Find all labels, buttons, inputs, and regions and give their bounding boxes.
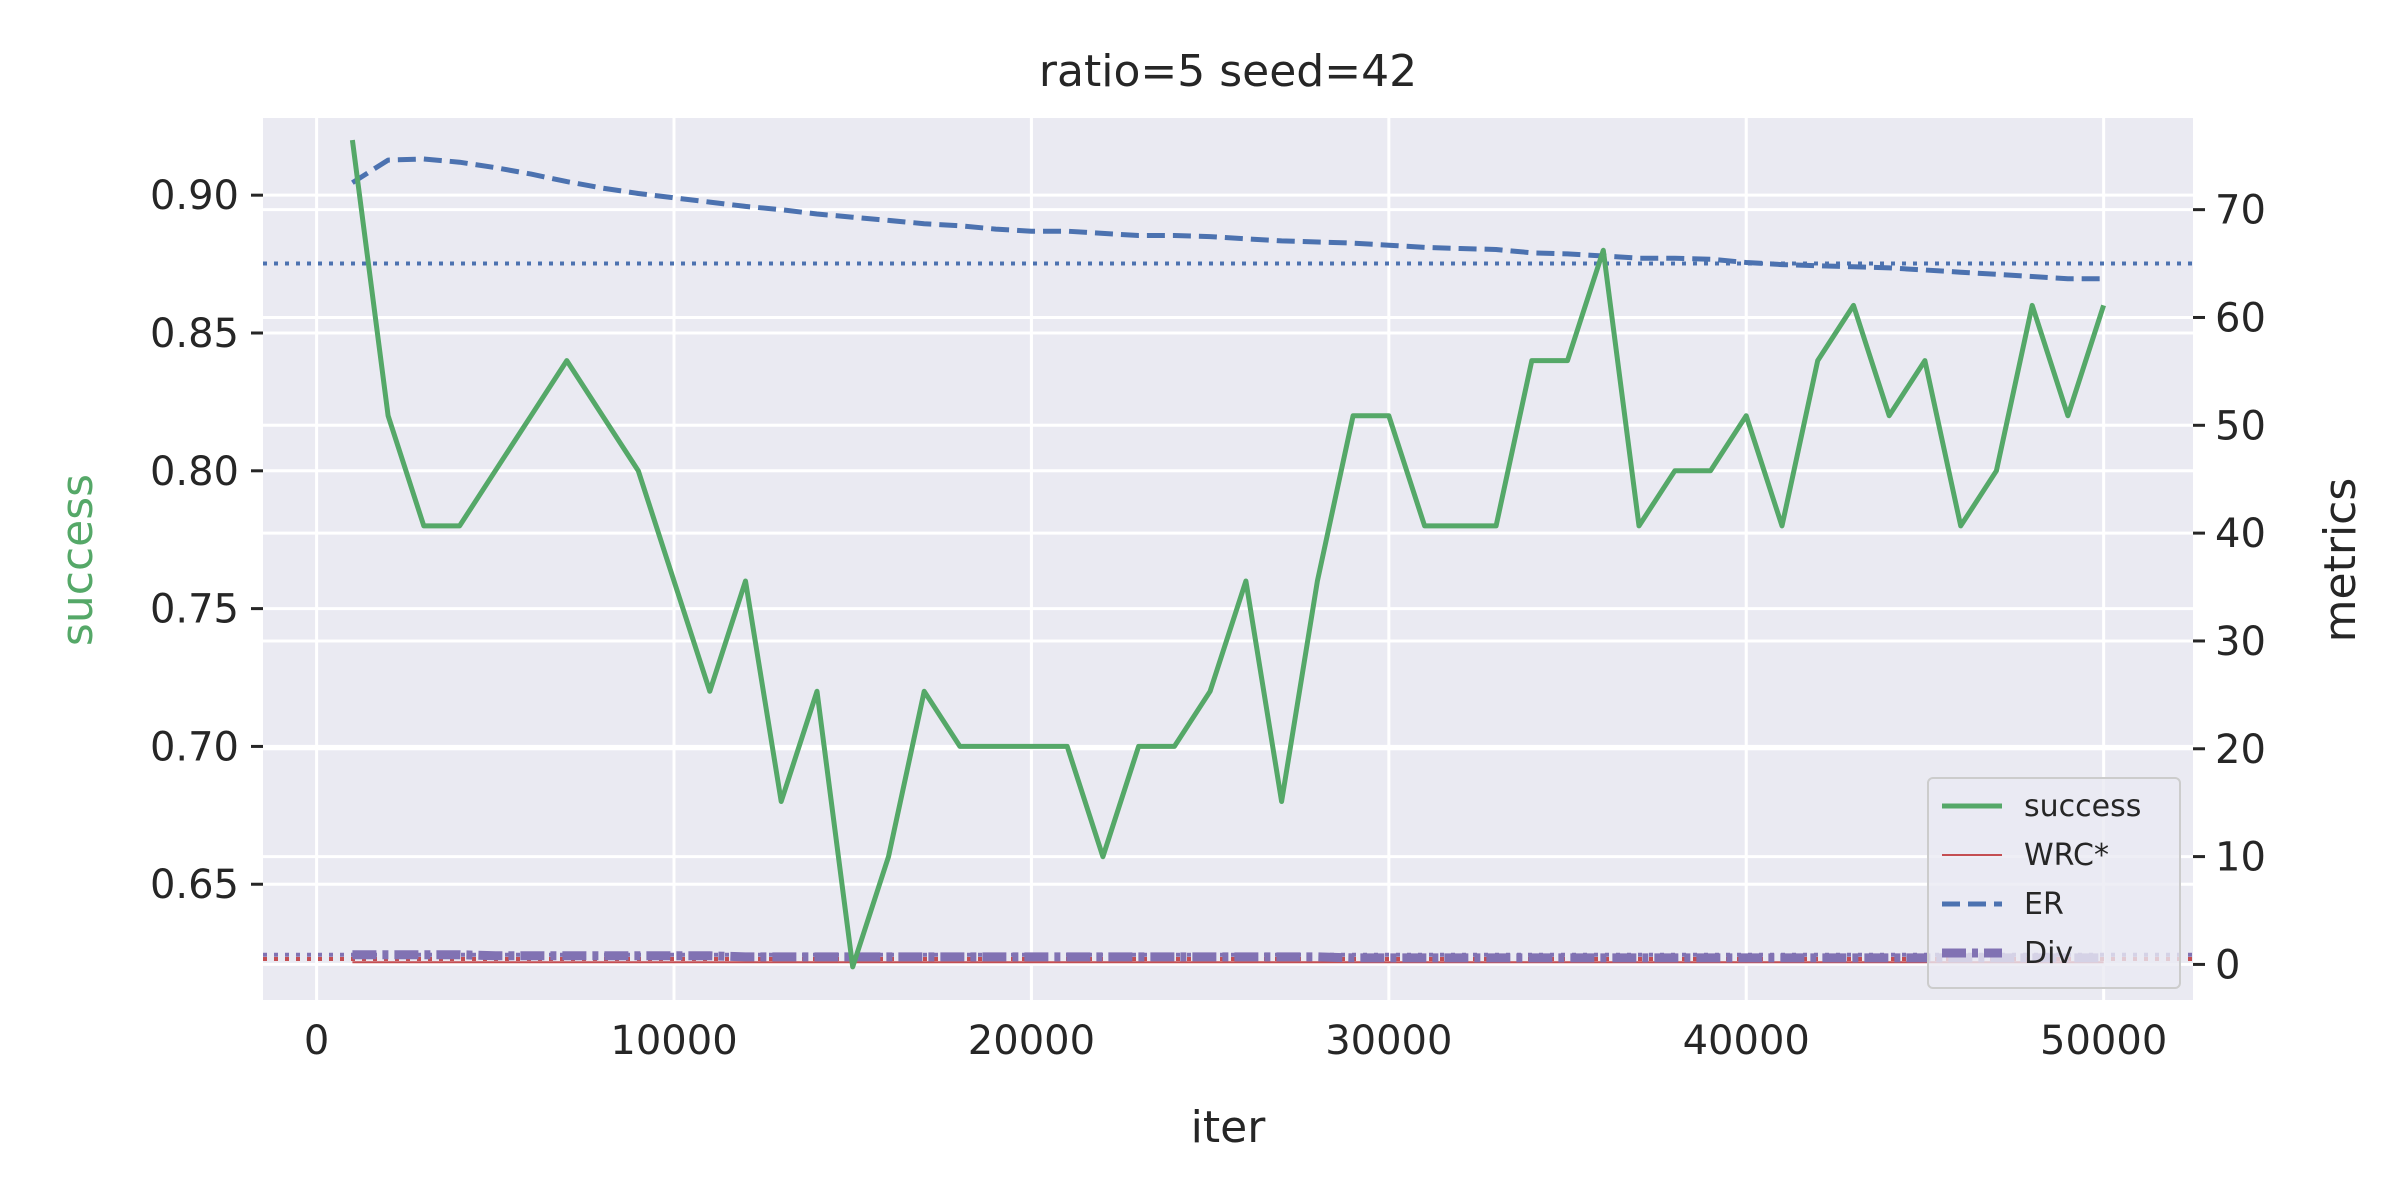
chart-title: ratio=5 seed=42 [1039,46,1417,97]
right-y-tick-label: 40 [2215,511,2266,557]
left-y-tick-label: 0.85 [150,311,239,357]
x-tick-label: 20000 [968,1018,1095,1064]
left-y-tick-label: 0.65 [150,862,239,908]
grid [263,118,2193,1000]
right-y-tick-label: 10 [2215,835,2266,881]
series-line-er [351,156,2104,282]
right-y-tick-label: 60 [2215,295,2266,341]
left-y-tick-label: 0.70 [150,724,239,770]
left-y-tick-label: 0.75 [150,587,239,633]
x-tick-label: 0 [304,1018,329,1064]
right-y-axis: 0 10 20 30 40 50 60 70 [2193,188,2266,988]
x-axis-label: iter [1191,1102,1267,1153]
right-y-tick-label: 30 [2215,619,2266,665]
x-tick-label: 50000 [2040,1018,2167,1064]
left-y-tick-label: 0.80 [150,449,239,495]
right-y-axis-label: metrics [2315,478,2366,643]
left-y-axis-label: success [52,474,103,646]
series-line-success [349,139,2106,970]
right-y-tick-label: 20 [2215,727,2266,773]
right-y-tick-label: 50 [2215,403,2266,449]
legend: success WRC* ER Div [1927,777,2181,989]
legend-label: ER [2024,887,2064,922]
left-y-axis: 0.65 0.70 0.75 0.80 0.85 0.90 [150,173,263,908]
x-tick-label: 30000 [1325,1018,1452,1064]
legend-label: Div [2024,936,2073,971]
series-line-div [352,950,2104,963]
plot-area [263,118,2193,1000]
right-y-tick-label: 70 [2215,188,2266,234]
series-layer [349,139,2106,970]
x-tick-label: 40000 [1683,1018,1810,1064]
legend-label: WRC* [2024,838,2109,873]
legend-label: success [2024,789,2141,824]
x-tick-label: 10000 [610,1018,737,1064]
x-axis: 0 10000 20000 30000 40000 50000 [304,1018,2167,1064]
left-y-tick-label: 0.90 [150,173,239,219]
legend-box [1927,777,2181,989]
right-y-tick-label: 0 [2215,942,2240,988]
